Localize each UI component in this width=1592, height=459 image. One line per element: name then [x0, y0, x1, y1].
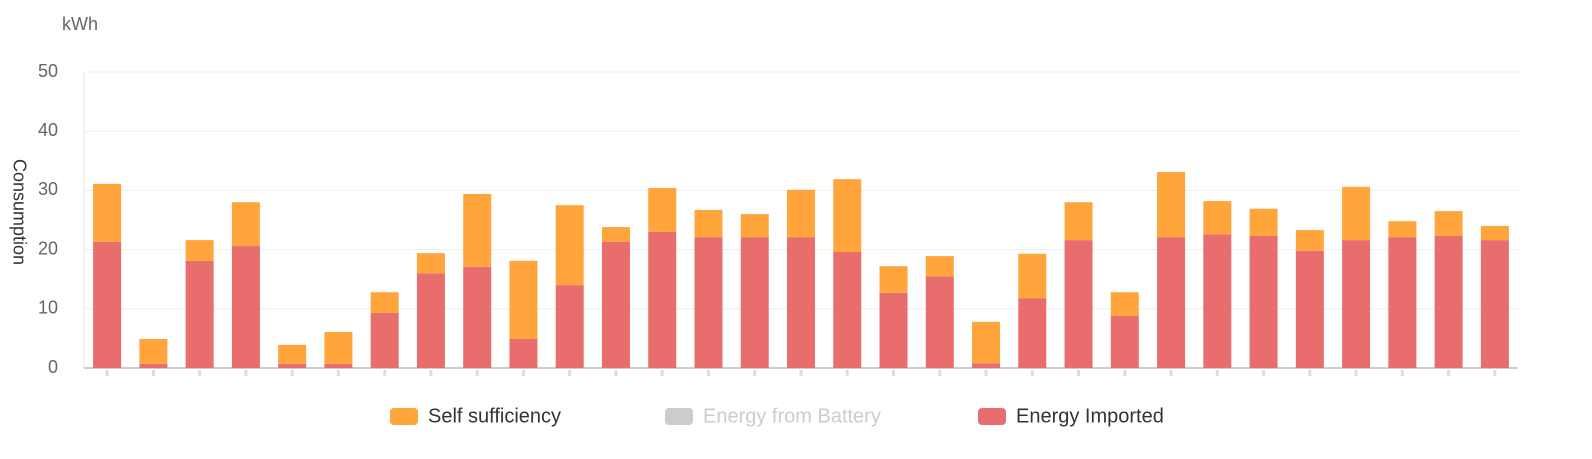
bar-segment: [139, 363, 168, 368]
bar-segment: [787, 237, 815, 368]
bar-segment: [1203, 201, 1232, 235]
bar-segment: [185, 240, 214, 261]
legend-label: Energy from Battery: [703, 405, 881, 427]
legend-label: Self sufficiency: [428, 405, 561, 427]
y-tick-label: 20: [38, 238, 58, 258]
bar-segment: [925, 276, 954, 368]
bar-segment: [1342, 240, 1371, 368]
bar-segment: [1157, 237, 1186, 368]
bar-segment: [833, 179, 862, 252]
bar-segment: [740, 214, 769, 238]
bar-segment: [1342, 186, 1371, 241]
bar-segment: [601, 227, 630, 242]
bar-segment: [694, 209, 723, 238]
bar-segment: [1295, 230, 1324, 251]
bar-segment: [1434, 211, 1463, 236]
bar-segment: [1249, 208, 1278, 236]
y-tick-label: 50: [38, 61, 58, 81]
bar-segment: [972, 363, 1001, 368]
bar-segment: [1018, 253, 1047, 299]
bar-segment: [324, 331, 353, 364]
bar-segment: [1295, 250, 1324, 368]
bar-segment: [416, 253, 445, 274]
bar-segment: [1480, 225, 1509, 241]
bar-segment: [93, 241, 122, 368]
bar-segment: [463, 193, 492, 267]
unit-label: kWh: [62, 14, 98, 34]
y-axis-label: Consumption: [9, 159, 29, 265]
bar-segment: [925, 256, 954, 277]
bar-segment: [1110, 292, 1139, 316]
bar-segment: [555, 205, 584, 286]
bar-segment: [1203, 234, 1232, 368]
bar-segment: [648, 231, 677, 368]
legend-swatch: [390, 408, 418, 425]
bar-segment: [694, 237, 723, 368]
bar-segment: [1480, 240, 1509, 368]
y-tick-label: 40: [38, 120, 58, 140]
bar-segment: [1064, 240, 1093, 368]
bar-segment: [1110, 315, 1139, 368]
bar-segment: [879, 266, 908, 293]
y-tick-label: 0: [48, 357, 58, 377]
legend-swatch: [978, 408, 1006, 425]
bar-segment: [370, 312, 399, 368]
bar-segment: [1249, 235, 1278, 368]
y-tick-label: 10: [38, 298, 58, 318]
bar-segment: [278, 363, 307, 368]
bar-segment: [1388, 221, 1417, 238]
bar-segment: [555, 285, 584, 368]
y-tick-label: 30: [38, 179, 58, 199]
bar-segment: [648, 188, 677, 232]
bar-segment: [740, 237, 769, 368]
bar-segment: [509, 260, 538, 339]
bar-segment: [1434, 235, 1463, 368]
bar-segment: [833, 251, 862, 368]
bar-segment: [879, 292, 908, 368]
bar-segment: [463, 266, 492, 368]
bar-segment: [139, 338, 168, 364]
bar-segment: [972, 321, 1001, 364]
bar-segment: [93, 183, 122, 242]
bar-segment: [1018, 298, 1047, 368]
bar-segment: [324, 363, 353, 368]
bar-segment: [601, 241, 630, 368]
legend-label: Energy Imported: [1016, 405, 1164, 427]
bar-segment: [1388, 237, 1417, 368]
bar-segment: [370, 292, 399, 313]
bar-segment: [787, 189, 815, 238]
bar-segment: [416, 273, 445, 368]
bar-segment: [231, 246, 260, 368]
bar-segment: [278, 344, 307, 364]
bar-segment: [231, 202, 260, 247]
legend-swatch: [665, 408, 693, 425]
bar-segment: [1064, 202, 1093, 241]
bar-segment: [1157, 172, 1186, 238]
bar-segment: [509, 338, 538, 368]
bar-segment: [185, 260, 214, 368]
